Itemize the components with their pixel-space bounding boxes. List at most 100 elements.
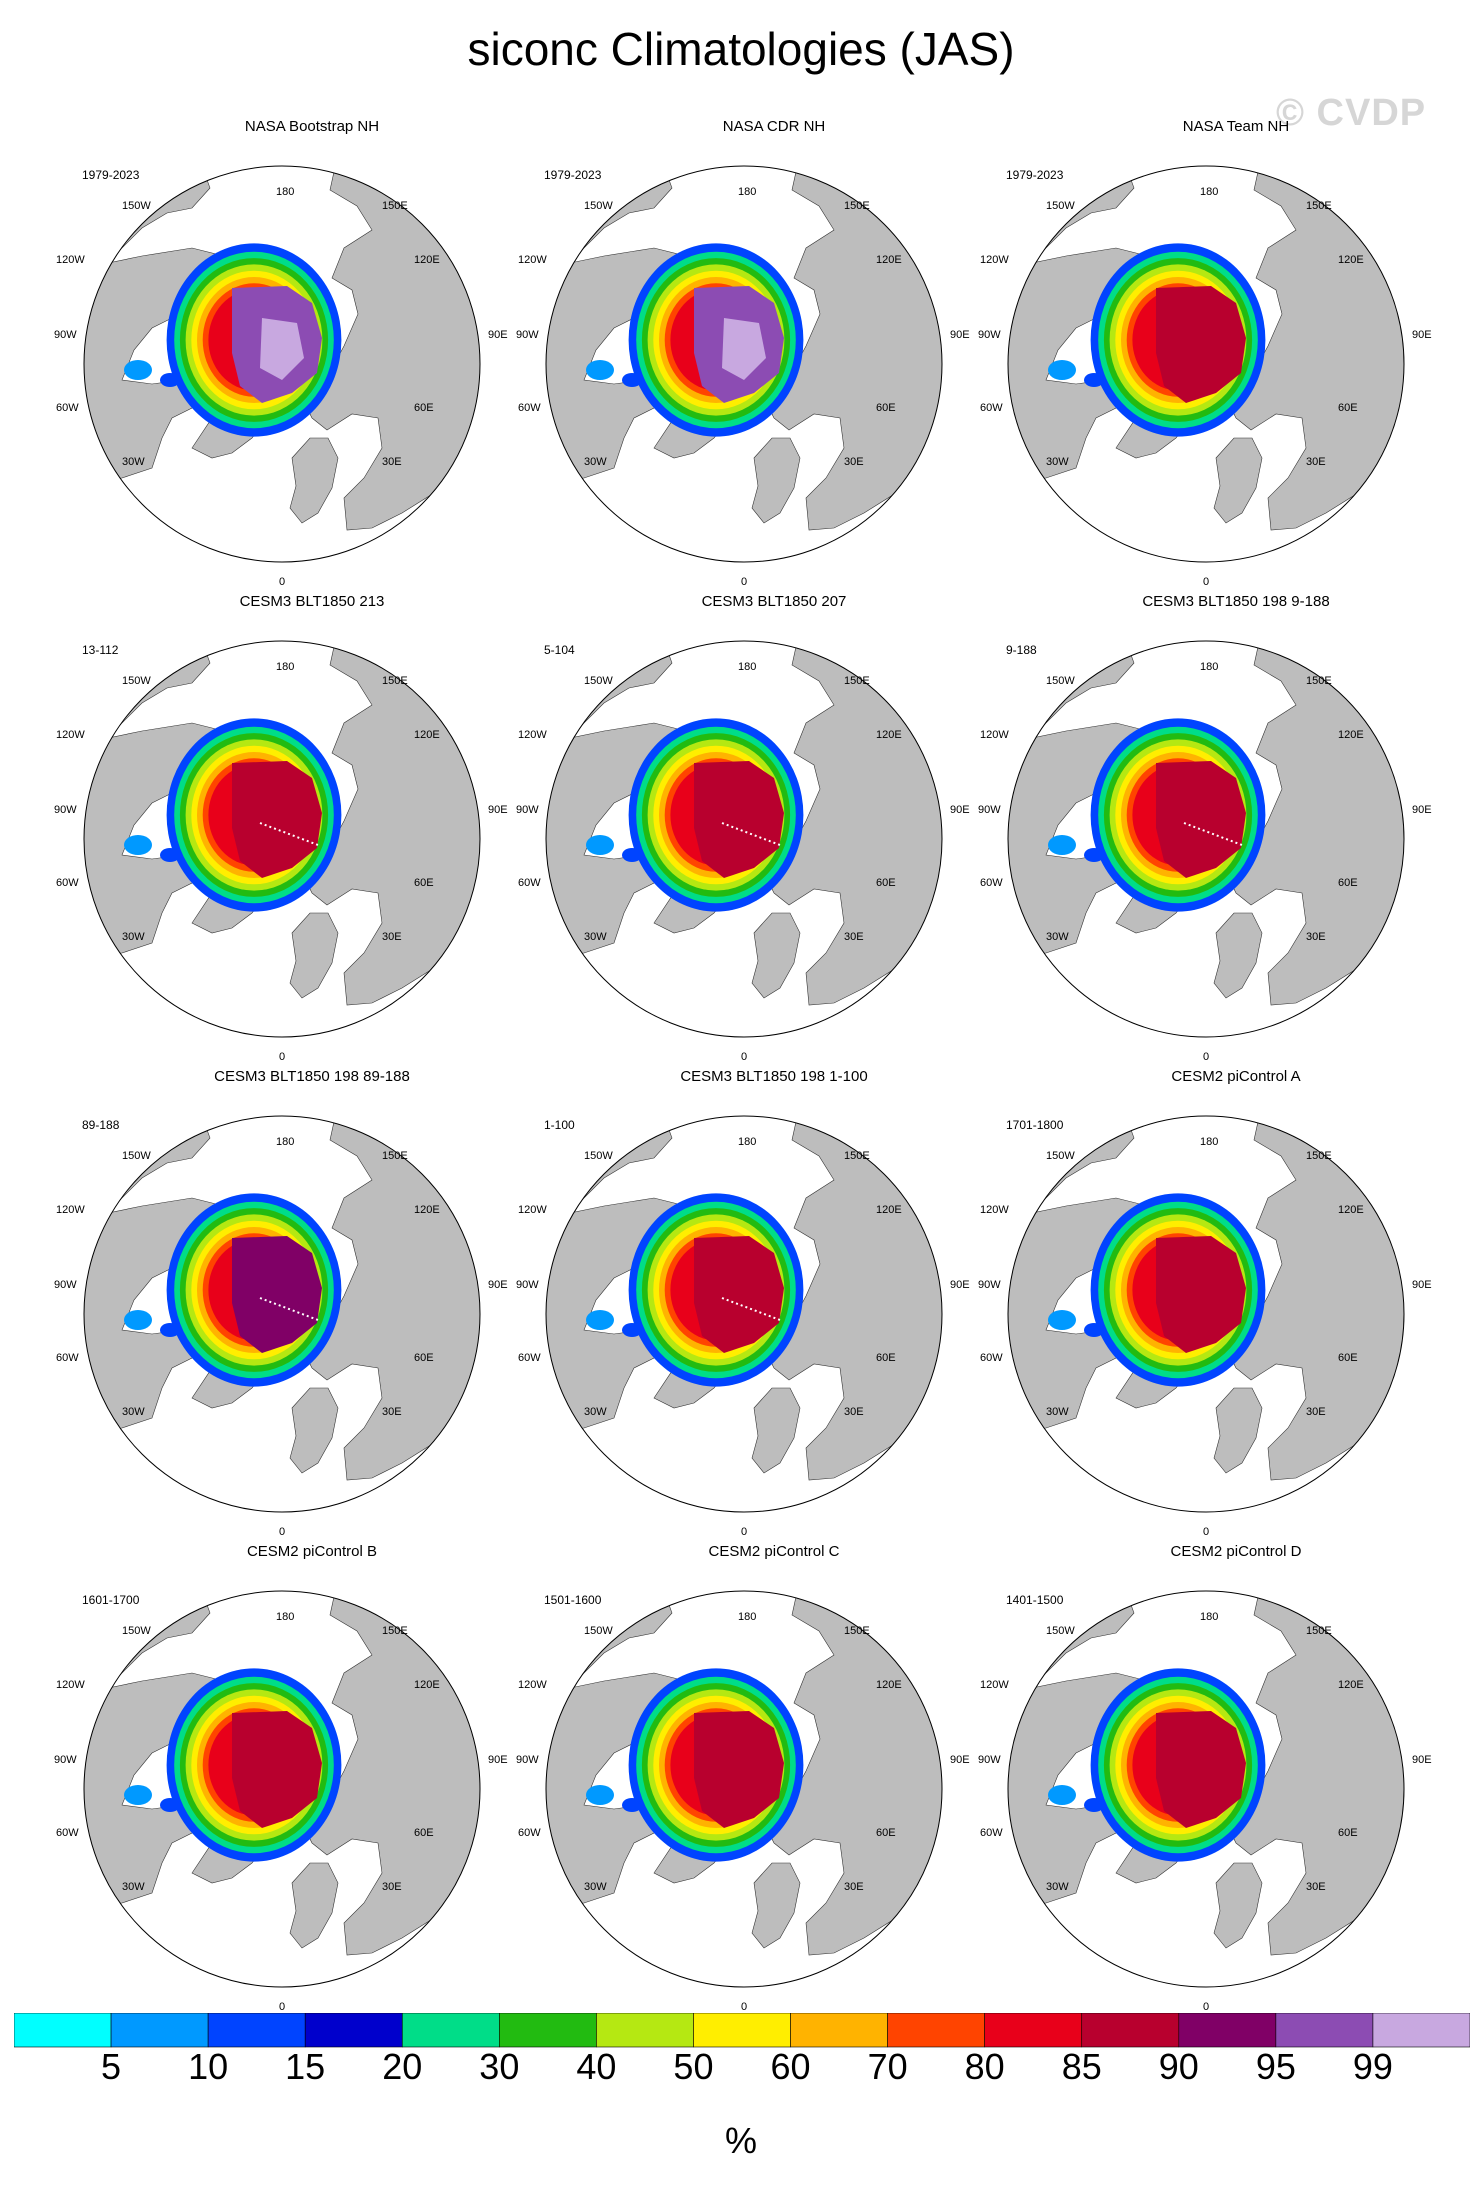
panel-title: CESM2 piControl A [1171, 1068, 1301, 1085]
panel-title: CESM3 BLT1850 213 [239, 593, 385, 610]
longitude-label: 60E [1338, 402, 1358, 414]
longitude-label: 180 [1200, 1136, 1219, 1148]
longitude-label: 120E [876, 729, 902, 741]
longitude-label: 90E [488, 804, 508, 816]
polar-map [545, 165, 943, 563]
longitude-label: 120E [876, 1679, 902, 1691]
longitude-label: 120W [980, 729, 1009, 741]
panel-period: 89-188 [82, 1118, 120, 1132]
longitude-label: 30W [584, 931, 607, 943]
panel-period: 1-100 [544, 1118, 575, 1132]
longitude-label: 60E [414, 402, 434, 414]
longitude-label: 90E [1412, 1754, 1432, 1766]
panel-title: NASA Bootstrap NH [244, 118, 380, 135]
longitude-label: 120W [980, 1679, 1009, 1691]
longitude-label: 60E [876, 877, 896, 889]
longitude-label: 30E [382, 1881, 402, 1893]
longitude-label: 0 [1203, 2001, 1210, 2013]
longitude-label: 120W [56, 1204, 85, 1216]
longitude-label: 90W [978, 1754, 1001, 1766]
panel-title: CESM2 piControl C [708, 1543, 840, 1560]
longitude-label: 90E [1412, 804, 1432, 816]
longitude-label: 180 [276, 1611, 295, 1623]
polar-map [545, 1115, 943, 1513]
longitude-label: 120W [980, 254, 1009, 266]
polar-map [83, 1590, 481, 1988]
longitude-label: 150W [122, 200, 151, 212]
panel-title: CESM3 BLT1850 198 9-188 [1142, 593, 1330, 610]
panel-period: 1701-1800 [1006, 1118, 1064, 1132]
colorbar-swatch [790, 2013, 888, 2048]
longitude-label: 60W [980, 1352, 1003, 1364]
longitude-label: 150E [382, 200, 408, 212]
figure-title: siconc Climatologies (JAS) [467, 23, 1015, 75]
panel-period: 1501-1600 [544, 1593, 602, 1607]
longitude-label: 180 [738, 186, 757, 198]
longitude-label: 90W [516, 1754, 539, 1766]
longitude-label: 60W [518, 877, 541, 889]
longitude-label: 180 [276, 661, 295, 673]
longitude-label: 120W [518, 254, 547, 266]
colorbar-label: 40 [576, 2046, 617, 2087]
longitude-label: 150E [382, 1150, 408, 1162]
panel-title: CESM2 piControl B [246, 1543, 378, 1560]
panel-period: 9-188 [1006, 643, 1037, 657]
colorbar-swatch [984, 2013, 1083, 2048]
longitude-label: 30E [844, 1406, 864, 1418]
longitude-label: 60E [1338, 1827, 1358, 1839]
longitude-label: 120E [414, 729, 440, 741]
map-panel: CESM3 BLT1850 213 13-112 180 0 150W 150E 120W 1… [54, 593, 542, 1063]
longitude-label: 60E [876, 1352, 896, 1364]
map-panel: NASA Team NH 1979-2023 180 0 150W 150E 120W 120… [978, 118, 1466, 588]
colorbar-label: 99 [1352, 2046, 1393, 2087]
longitude-label: 0 [279, 1051, 286, 1063]
longitude-label: 150W [1046, 200, 1075, 212]
colorbar-swatch [1178, 2013, 1277, 2048]
longitude-label: 150W [1046, 1150, 1075, 1162]
longitude-label: 90E [950, 1754, 970, 1766]
longitude-label: 150E [844, 675, 870, 687]
longitude-label: 60E [876, 402, 896, 414]
longitude-label: 90W [978, 1279, 1001, 1291]
panel-period: 1401-1500 [1006, 1593, 1064, 1607]
panel-period: 1979-2023 [1006, 168, 1064, 182]
longitude-label: 90E [950, 804, 970, 816]
colorbar-label: 5 [101, 2046, 122, 2087]
longitude-label: 60W [980, 402, 1003, 414]
longitude-label: 120W [518, 1679, 547, 1691]
longitude-label: 150W [584, 1625, 613, 1637]
map-panel: CESM3 BLT1850 198 9-188 9-188 180 0 150W 150E… [978, 593, 1466, 1063]
longitude-label: 90E [1412, 1279, 1432, 1291]
longitude-label: 90W [978, 804, 1001, 816]
longitude-label: 120E [1338, 1679, 1364, 1691]
map-panel: CESM2 piControl C 1501-1600 180 0 150W 150E 12… [516, 1543, 1004, 2013]
longitude-label: 60E [1338, 877, 1358, 889]
longitude-label: 120W [518, 1204, 547, 1216]
longitude-label: 120E [414, 254, 440, 266]
longitude-label: 30W [1046, 931, 1069, 943]
longitude-label: 0 [279, 1526, 286, 1538]
longitude-label: 90W [54, 1279, 77, 1291]
longitude-label: 150E [1306, 200, 1332, 212]
longitude-label: 60W [56, 402, 79, 414]
longitude-label: 30E [1306, 456, 1326, 468]
longitude-label: 150W [584, 1150, 613, 1162]
colorbar-label: 90 [1158, 2046, 1199, 2087]
polar-map [83, 640, 481, 1038]
longitude-label: 180 [276, 186, 295, 198]
panel-period: 13-112 [82, 643, 119, 657]
longitude-label: 150E [844, 200, 870, 212]
longitude-label: 90W [516, 329, 539, 341]
colorbar-swatch [304, 2013, 403, 2048]
panel-title: NASA Team NH [1182, 118, 1290, 135]
polar-map [1007, 640, 1405, 1038]
longitude-label: 30W [584, 1881, 607, 1893]
longitude-label: 0 [1203, 1526, 1210, 1538]
longitude-label: 60W [518, 1352, 541, 1364]
colorbar-swatch [14, 2013, 112, 2048]
colorbar-label: 60 [770, 2046, 811, 2087]
longitude-label: 60W [56, 877, 79, 889]
longitude-label: 0 [279, 576, 286, 588]
longitude-label: 120E [876, 1204, 902, 1216]
longitude-label: 30E [844, 456, 864, 468]
